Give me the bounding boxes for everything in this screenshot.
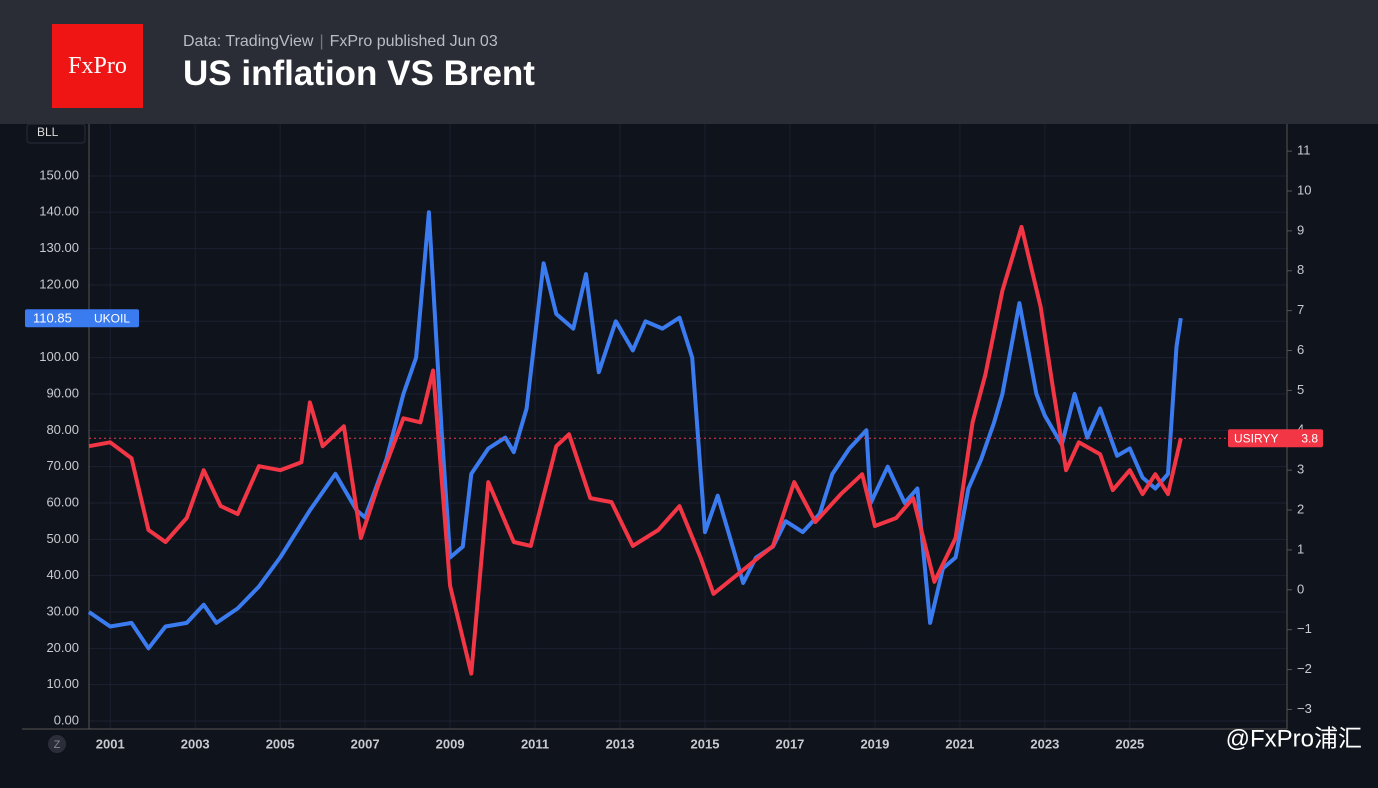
y-tick-label: 40.00 (46, 567, 79, 582)
x-tick-label: 2013 (606, 736, 635, 751)
y2-tick-label: 3 (1297, 462, 1304, 477)
y-tick-label: 80.00 (46, 422, 79, 437)
x-tick-label: 2007 (351, 736, 380, 751)
last-value-label: 3.8 (1301, 431, 1318, 445)
y-unit: BLL (37, 125, 59, 139)
y-tick-label: 0.00 (54, 712, 79, 727)
x-tick-label: 2015 (691, 736, 720, 751)
x-tick-label: 2009 (436, 736, 465, 751)
series-name: UKOIL (94, 311, 130, 325)
x-tick-label: 2011 (521, 736, 549, 751)
y2-tick-label: 0 (1297, 581, 1304, 596)
x-tick-label: 2001 (96, 736, 125, 751)
y2-tick-label: 2 (1297, 501, 1304, 516)
last-value-label: 110.85 (33, 311, 72, 326)
x-tick-label: 2025 (1115, 736, 1144, 751)
y2-tick-label: −2 (1297, 661, 1312, 676)
plot: 2001 2003 2005 2007 2009 2011 2013 2015 2017 2019… (22, 124, 1323, 751)
series-line (87, 210, 1183, 651)
y-tick-label: 50.00 (46, 531, 79, 546)
zoom-icon[interactable]: Z (54, 739, 61, 751)
y2-tick-label: 7 (1297, 302, 1304, 317)
y2-tick-label: 4 (1297, 422, 1304, 437)
x-tick-label: 2023 (1030, 736, 1059, 751)
x-tick-label: 2019 (860, 736, 889, 751)
last-value-badge (25, 309, 139, 328)
y2-tick-label: 6 (1297, 342, 1304, 357)
y-tick-label: 100.00 (39, 349, 79, 364)
y-tick-label: 140.00 (39, 204, 79, 219)
y2-tick-label: 9 (1297, 222, 1304, 237)
y-tick-label: 60.00 (46, 494, 79, 509)
zoom-button[interactable] (48, 735, 66, 753)
source: Data: TradingView (183, 33, 314, 50)
y-tick-label: 70.00 (46, 458, 79, 473)
x-tick-label: 2021 (945, 736, 974, 751)
separator: | (319, 33, 324, 50)
unit-box (26, 123, 86, 144)
y2-tick-label: 1 (1297, 541, 1304, 556)
y-tick-label: 150.00 (39, 167, 79, 182)
y-tick-label: 130.00 (39, 240, 79, 255)
last-value-badge (1228, 429, 1323, 448)
x-tick-label: 2017 (775, 736, 804, 751)
x-tick-label: 2003 (181, 736, 210, 751)
y-tick-label: 30.00 (46, 603, 79, 618)
y-tick-label: 120.00 (39, 276, 79, 291)
y2-tick-label: 8 (1297, 262, 1304, 277)
header: FxPro Data: TradingView | FxPro published … (0, 0, 1378, 124)
y2-tick-label: −3 (1297, 701, 1312, 716)
y-tick-label: 90.00 (46, 385, 79, 400)
y-tick-label: 10.00 (46, 676, 79, 691)
y-tick-label: 20.00 (46, 640, 79, 655)
y2-tick-label: −1 (1297, 621, 1312, 636)
series-line (88, 224, 1183, 676)
y2-tick-label: 11 (1297, 143, 1311, 158)
y2-tick-label: 10 (1297, 182, 1311, 197)
watermark: @FxPro浦汇 (1226, 725, 1362, 752)
chart-title: US inflation VS Brent (183, 54, 535, 93)
source-line: Data: TradingView | FxPro published Jun 03 (183, 33, 498, 51)
publisher: FxPro published Jun 03 (329, 33, 498, 50)
x-tick-label: 2005 (266, 736, 295, 751)
series-name: USIRYY (1234, 431, 1278, 445)
y2-tick-label: 5 (1297, 382, 1304, 397)
logo: FxPro (52, 24, 143, 108)
